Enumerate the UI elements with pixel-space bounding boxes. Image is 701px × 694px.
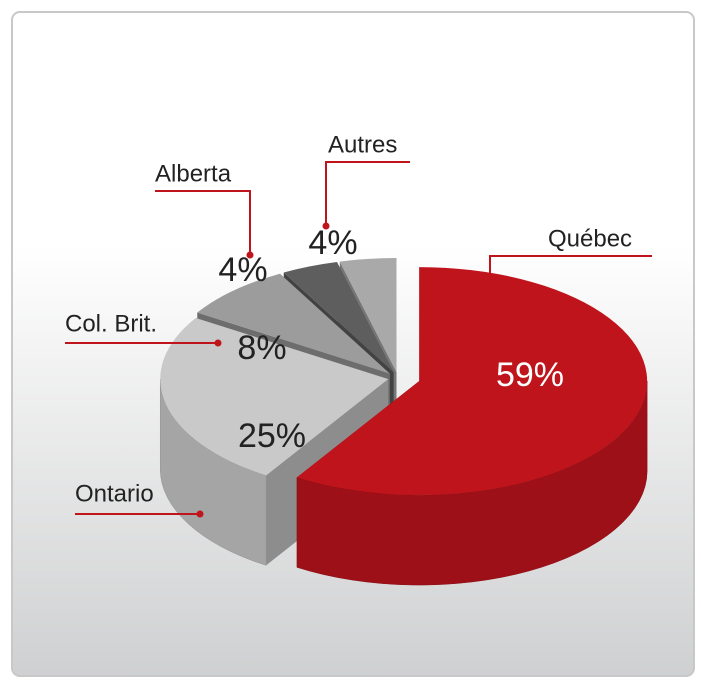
labels: Québec 59% Ontario 25% Col. Brit. 8% Alberta 4%… (65, 131, 652, 518)
leader-dot (214, 339, 222, 347)
leader-dot (196, 510, 204, 518)
slice-top (283, 262, 394, 373)
slice-top (197, 273, 390, 374)
leader-line (155, 190, 251, 255)
leader-line (489, 255, 652, 325)
leader-line (325, 161, 410, 226)
category-label: Ontario (75, 480, 154, 507)
value-label: 59% (496, 356, 564, 394)
value-label: 4% (218, 251, 267, 289)
value-label: 25% (238, 417, 306, 455)
leader-dot (246, 251, 254, 259)
slice (296, 267, 648, 586)
slice-top (339, 258, 397, 373)
category-label: Alberta (155, 160, 232, 187)
leader-dot (322, 222, 330, 230)
value-label: 4% (308, 224, 357, 262)
slice (159, 318, 389, 566)
category-label: Autres (328, 131, 397, 158)
value-label: 8% (237, 329, 286, 367)
category-label: Col. Brit. (65, 310, 157, 337)
pie (159, 258, 648, 586)
leader-dot (486, 321, 494, 329)
category-label: Québec (548, 225, 632, 252)
slice-top (160, 318, 389, 476)
slice-top (296, 267, 648, 496)
